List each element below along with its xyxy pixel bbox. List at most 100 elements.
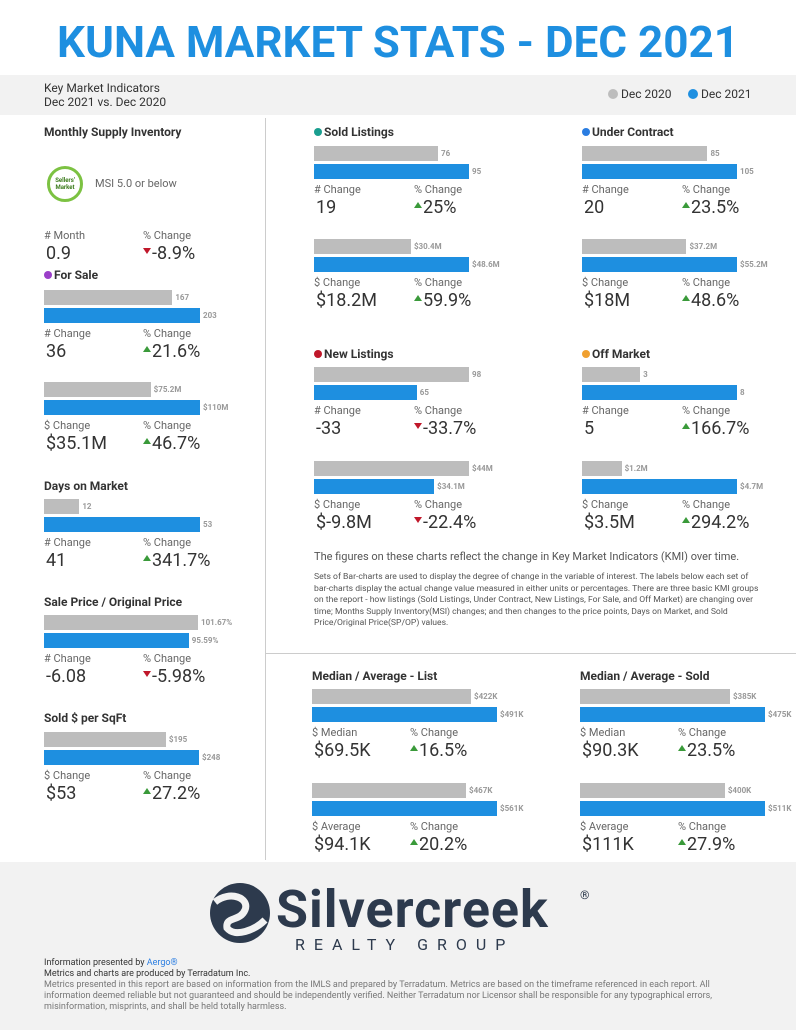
change-label: $ Change	[314, 276, 361, 289]
pct-label: % Change	[414, 498, 463, 511]
section-title: For Sale	[54, 268, 99, 282]
explanation-lead: The figures on these charts reflect the …	[314, 550, 740, 563]
divider	[265, 118, 266, 860]
bar	[314, 385, 417, 400]
bar	[582, 164, 737, 179]
change-value: $18M	[584, 290, 631, 311]
pct-label: % Change	[414, 404, 463, 417]
bar	[44, 633, 189, 648]
arrow	[143, 346, 151, 352]
bar-label: $30.4M	[413, 242, 442, 251]
bar-label: 98	[472, 370, 482, 379]
pct-value: 341.7%	[152, 550, 211, 571]
change-value: $53	[46, 783, 77, 804]
pct-label: % Change	[143, 229, 192, 242]
change-value: -6.08	[46, 666, 87, 687]
change-label: $ Median	[580, 726, 626, 739]
bar	[314, 257, 469, 272]
bar-label: 167	[175, 293, 190, 302]
pct-label: % Change	[410, 726, 459, 739]
footer-link[interactable]: Aergo®	[146, 958, 178, 968]
change-label: # Change	[314, 183, 361, 196]
bar	[44, 499, 80, 514]
bar-label: $44M	[472, 464, 493, 473]
pct-label: % Change	[682, 276, 731, 289]
legend-label: Dec 2020	[621, 87, 672, 101]
bar-label: $385K	[732, 692, 757, 701]
pct-value: -22.4%	[423, 512, 477, 533]
arrow	[678, 745, 686, 751]
footer-text: Information presented by	[44, 958, 145, 968]
pct-value: -8.9%	[152, 243, 196, 264]
bar	[582, 239, 687, 254]
bar-label: $475K	[768, 710, 792, 719]
bar-label: $400K	[727, 786, 752, 795]
group-dot	[582, 350, 590, 358]
arrow	[682, 423, 690, 429]
disclaimer: Metrics presented in this report are bas…	[44, 980, 713, 1012]
bar	[314, 146, 438, 161]
bar	[314, 461, 469, 476]
change-label: $ Average	[580, 820, 629, 833]
bar	[44, 290, 173, 305]
section-title: Days on Market	[44, 479, 128, 493]
change-value: $35.1M	[46, 433, 107, 454]
section-title: New Listings	[324, 347, 394, 361]
arrow	[143, 248, 151, 254]
subtitle: Dec 2021 vs. Dec 2020	[44, 95, 167, 109]
bar	[582, 257, 737, 272]
bar-label: $467K	[469, 786, 493, 795]
change-value: $69.5K	[314, 740, 371, 761]
change-label: $ Change	[582, 276, 629, 289]
change-value: $-9.8M	[316, 512, 372, 533]
change-value: 0.9	[46, 243, 71, 264]
change-label: # Change	[582, 404, 629, 417]
bar-label: $561K	[500, 804, 524, 813]
arrow	[682, 295, 690, 301]
change-label: $ Change	[44, 419, 91, 432]
bar	[582, 479, 737, 494]
pct-label: % Change	[678, 820, 727, 833]
arrow	[410, 745, 418, 751]
change-label: # Change	[314, 404, 361, 417]
bar	[44, 615, 198, 630]
bar	[314, 367, 469, 382]
change-value: -33	[316, 418, 342, 439]
change-value: $111K	[582, 834, 634, 855]
pct-value: -33.7%	[423, 418, 477, 439]
bar-label: 8	[740, 388, 745, 397]
section-title: Under Contract	[592, 125, 674, 139]
bar-label: $511K	[768, 804, 792, 813]
bar	[44, 308, 200, 323]
arrow	[678, 839, 686, 845]
bar-label: $37.2M	[689, 242, 718, 251]
change-label: # Change	[44, 652, 91, 665]
change-label: # Change	[44, 536, 91, 549]
pct-value: 16.5%	[419, 740, 468, 761]
pct-value: 46.7%	[152, 433, 201, 454]
bar	[312, 689, 471, 704]
logo-tagline: REALTY GROUP	[295, 935, 515, 954]
badge: Sellers' Market	[47, 166, 83, 202]
change-value: 41	[46, 550, 67, 571]
arrow	[682, 202, 690, 208]
bar-label: $195	[168, 735, 188, 744]
legend-label: Dec 2021	[701, 87, 752, 101]
arrow	[410, 839, 418, 845]
bar-label: $34.1M	[437, 482, 465, 491]
change-label: # Change	[582, 183, 629, 196]
pct-value: 27.2%	[152, 783, 201, 804]
bar	[582, 385, 737, 400]
change-value: $18.2M	[316, 290, 377, 311]
pct-label: % Change	[143, 419, 192, 432]
section-title: Sale Price / Original Price	[44, 595, 183, 609]
bar	[582, 146, 708, 161]
bar-label: 203	[203, 311, 217, 320]
bar	[44, 732, 166, 747]
bar-label: $48.6M	[472, 260, 500, 269]
bar	[314, 164, 469, 179]
bar-label: $422K	[474, 692, 498, 701]
bar-label: 76	[441, 149, 451, 158]
explanation-body: Sets of Bar-charts are used to display t…	[314, 572, 759, 628]
header-band	[0, 75, 796, 115]
